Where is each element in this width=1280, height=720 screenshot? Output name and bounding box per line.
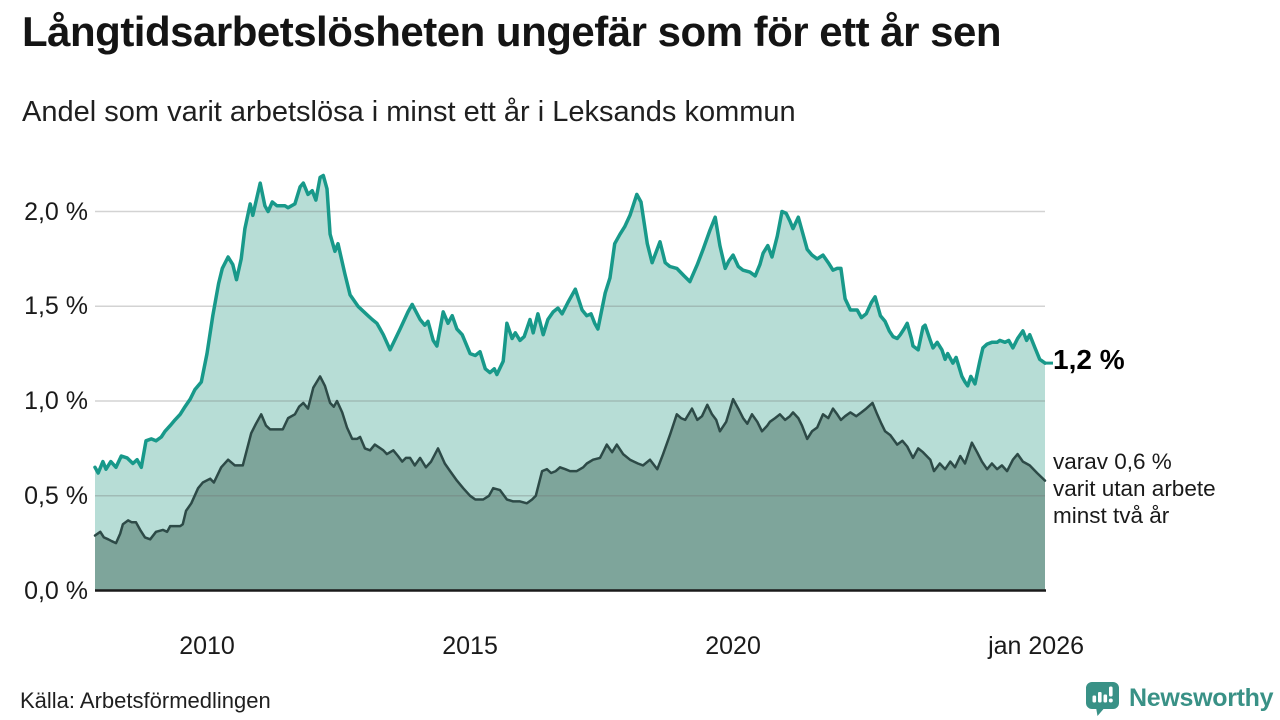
newsworthy-brand-name: Newsworthy bbox=[1129, 684, 1274, 712]
x-axis-label: 2020 bbox=[705, 632, 761, 660]
y-axis-label: 2,0 % bbox=[24, 197, 88, 226]
y-axis-label: 0,5 % bbox=[24, 481, 88, 510]
x-axis-label: 2015 bbox=[442, 632, 498, 660]
line-one-year bbox=[93, 173, 1047, 475]
latest-value-annotation: 1,2 % bbox=[1053, 344, 1125, 375]
secondary-annotation-line: varit utan arbete bbox=[1053, 476, 1216, 501]
newsworthy-logo-icon bbox=[1086, 682, 1119, 716]
secondary-annotation: varav 0,6 % varit utan arbete minst två … bbox=[1053, 448, 1216, 529]
y-axis-label: 0,0 % bbox=[24, 576, 88, 605]
line-two-years bbox=[93, 375, 1047, 545]
area-fill-two-years bbox=[95, 376, 1045, 591]
secondary-annotation-line: varav 0,6 % bbox=[1053, 449, 1172, 474]
source-label: Källa: Arbetsförmedlingen bbox=[20, 688, 271, 713]
y-axis-label: 1,0 % bbox=[24, 387, 88, 415]
secondary-annotation-line: minst två år bbox=[1053, 503, 1170, 528]
x-axis-label: 2010 bbox=[179, 632, 235, 660]
page-subtitle: Andel som varit arbetslösa i minst ett å… bbox=[22, 96, 796, 128]
x-axis-label: jan 2026 bbox=[988, 632, 1085, 660]
newsworthy-logo: Newsworthy bbox=[1085, 681, 1274, 716]
page-title: Långtidsarbetslösheten ungefär som för e… bbox=[22, 8, 1002, 55]
y-axis-label: 1,5 % bbox=[24, 292, 88, 321]
